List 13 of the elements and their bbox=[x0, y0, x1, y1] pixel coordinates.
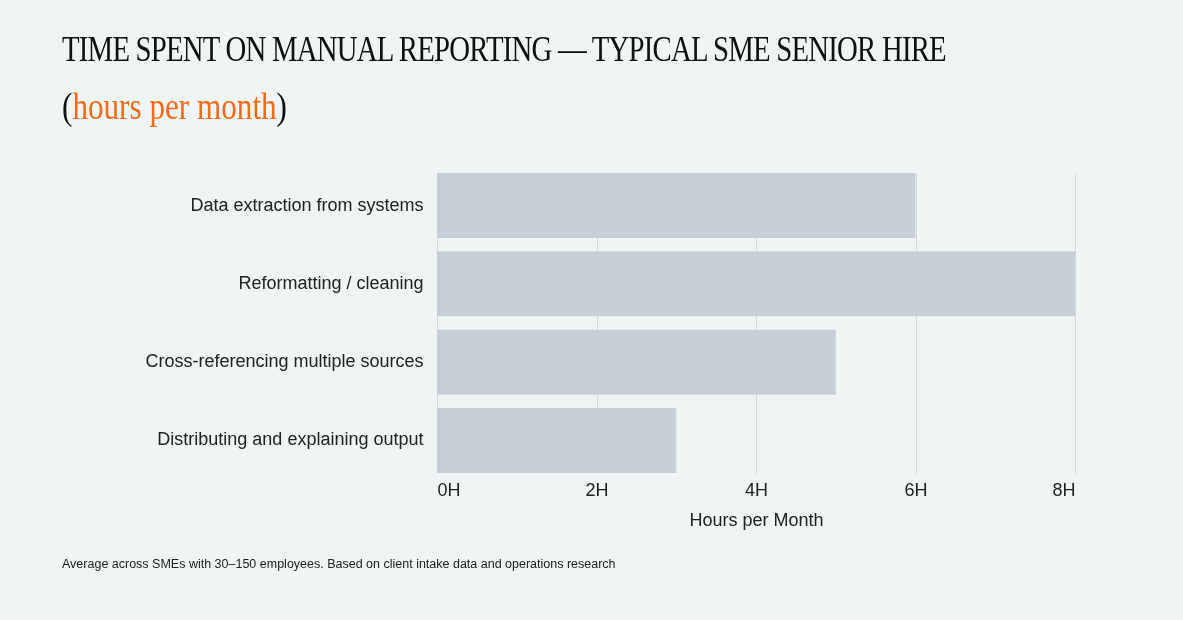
y-tick-label: Cross-referencing multiple sources bbox=[145, 351, 424, 372]
y-tick-label: Distributing and explaining output bbox=[157, 429, 424, 450]
x-tick-label: 2H bbox=[585, 479, 609, 500]
x-tick-label: 4H bbox=[744, 479, 769, 500]
chart-subtitle: (hours per month) bbox=[62, 84, 287, 128]
y-tick-label: Data extraction from systems bbox=[190, 194, 424, 215]
y-tick-label: Reformatting / cleaning bbox=[238, 272, 424, 293]
x-tick-label: 6H bbox=[904, 479, 928, 500]
x-tick-label: 8H bbox=[1052, 479, 1076, 500]
x-tick-label: 0H bbox=[437, 479, 461, 500]
chart-title: TIME SPENT ON MANUAL REPORTING — TYPICAL SME SENIOR HIRE bbox=[62, 28, 946, 70]
text: Average across SMEs with 30–150 employees. Based on client intake data and operations research bbox=[62, 557, 616, 571]
x-axis-title: Hours per Month bbox=[689, 509, 824, 530]
